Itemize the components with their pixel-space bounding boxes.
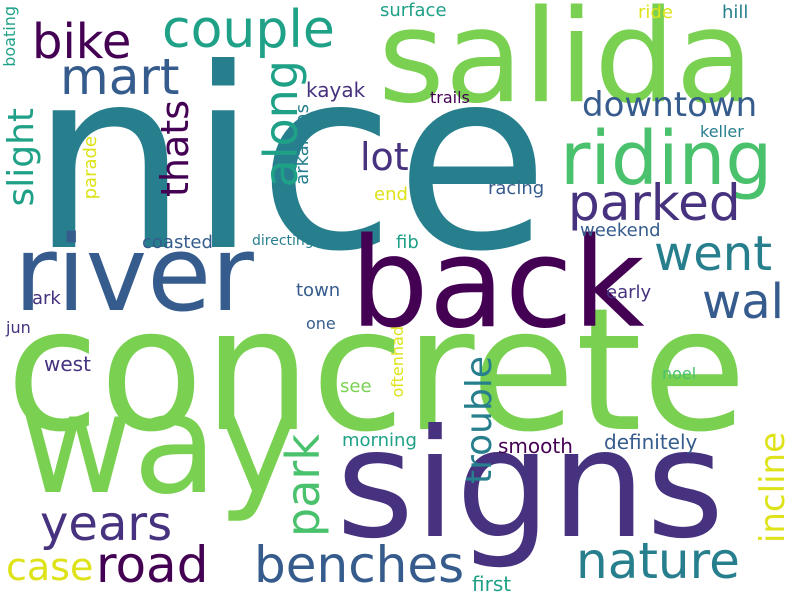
word-road: road bbox=[96, 536, 209, 594]
word-nature: nature bbox=[576, 532, 740, 590]
word-racing: racing bbox=[488, 178, 545, 199]
word-weekend: weekend bbox=[580, 220, 661, 241]
word-definitely: definitely bbox=[604, 430, 698, 454]
word-town: town bbox=[296, 280, 341, 301]
word-case: case bbox=[6, 545, 94, 589]
word-ark: ark bbox=[32, 288, 61, 309]
word-downtown: downtown bbox=[582, 85, 758, 125]
word-ride: ride bbox=[638, 2, 673, 23]
word-benches: benches bbox=[254, 536, 465, 594]
word-kayak: kayak bbox=[306, 78, 366, 102]
word-morning: morning bbox=[342, 430, 417, 451]
word-noel: noel bbox=[662, 364, 697, 383]
word-parade: parade bbox=[80, 136, 101, 200]
word-mart: mart bbox=[60, 48, 180, 106]
word-west: west bbox=[44, 352, 91, 376]
word-nice: nice bbox=[30, 15, 550, 306]
word-boating: boating bbox=[0, 6, 19, 67]
word-couple: couple bbox=[162, 0, 335, 60]
word-oftenhad: oftenhad bbox=[388, 326, 407, 398]
word-keller: keller bbox=[700, 122, 744, 141]
word-smooth: smooth bbox=[498, 434, 573, 458]
word-first: first bbox=[472, 572, 512, 596]
word-way: way bbox=[20, 364, 300, 525]
word-one: one bbox=[306, 314, 336, 333]
word-incline: incline bbox=[753, 432, 793, 544]
word-trails: trails bbox=[430, 88, 470, 107]
word-arkansas: arkansas bbox=[292, 104, 313, 185]
word-surface: surface bbox=[380, 0, 447, 21]
word-bike: bike bbox=[32, 14, 132, 70]
word-hill: hill bbox=[722, 2, 749, 23]
word-trouble: trouble bbox=[459, 356, 500, 484]
word-directing: directing bbox=[252, 233, 314, 249]
word-parked: parked bbox=[568, 174, 741, 232]
word-fib: fib bbox=[396, 232, 419, 253]
word-concrete: concrete bbox=[6, 272, 747, 470]
word-went: went bbox=[654, 226, 773, 282]
word-river: river bbox=[14, 213, 254, 335]
word-wal: wal bbox=[702, 274, 785, 330]
word-lot: lot bbox=[360, 135, 409, 179]
word-riding: riding bbox=[560, 116, 773, 202]
word-years: years bbox=[40, 496, 173, 552]
word-jun: jun bbox=[6, 318, 31, 337]
word-park: park bbox=[276, 434, 330, 537]
word-signs: signs bbox=[336, 398, 725, 572]
word-end: end bbox=[374, 184, 408, 205]
word-salida: salida bbox=[378, 0, 754, 132]
word-see: see bbox=[340, 376, 372, 397]
word-back: back bbox=[350, 212, 645, 356]
word-early: early bbox=[606, 282, 652, 303]
word-thats: thats bbox=[153, 100, 197, 197]
word-coasted: coasted bbox=[142, 232, 213, 253]
word-slight: slight bbox=[1, 108, 42, 207]
